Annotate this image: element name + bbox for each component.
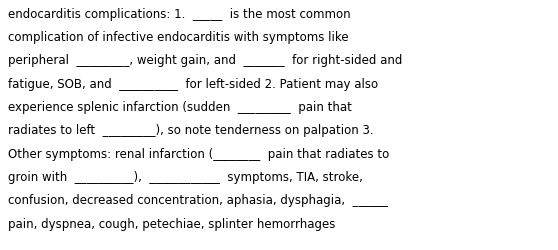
Text: experience splenic infarction (sudden  _________  pain that: experience splenic infarction (sudden __… [8,100,352,114]
Text: fatigue, SOB, and  __________  for left-sided 2. Patient may also: fatigue, SOB, and __________ for left-si… [8,77,378,90]
Text: complication of infective endocarditis with symptoms like: complication of infective endocarditis w… [8,31,349,44]
Text: peripheral  _________, weight gain, and  _______  for right-sided and: peripheral _________, weight gain, and _… [8,54,403,67]
Text: groin with  __________),  ____________  symptoms, TIA, stroke,: groin with __________), ____________ sym… [8,170,363,183]
Text: Other symptoms: renal infarction (________  pain that radiates to: Other symptoms: renal infarction (______… [8,147,389,160]
Text: endocarditis complications: 1.  _____  is the most common: endocarditis complications: 1. _____ is … [8,8,351,20]
Text: pain, dyspnea, cough, petechiae, splinter hemorrhages: pain, dyspnea, cough, petechiae, splinte… [8,217,336,230]
Text: radiates to left  _________), so note tenderness on palpation 3.: radiates to left _________), so note ten… [8,124,374,137]
Text: confusion, decreased concentration, aphasia, dysphagia,  ______: confusion, decreased concentration, apha… [8,194,388,206]
